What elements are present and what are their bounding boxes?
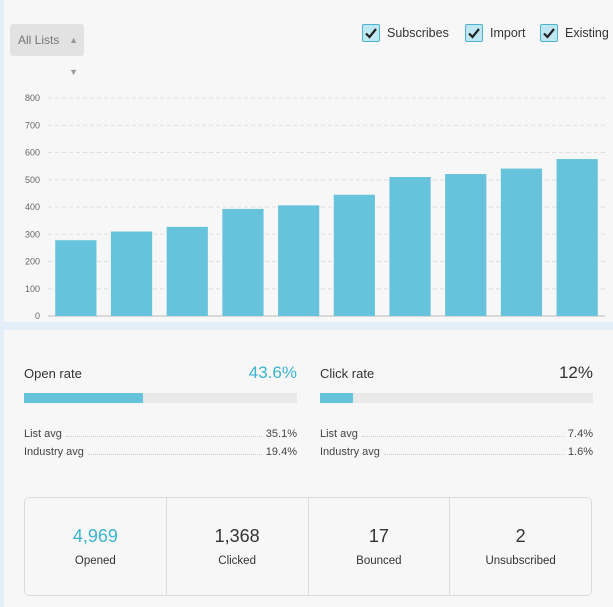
chart-bar[interactable] — [278, 205, 320, 316]
stat-opened: 4,969 Opened — [25, 498, 167, 595]
stat-bounced: 17 Bounced — [309, 498, 451, 595]
y-tick-label: 200 — [25, 257, 40, 267]
click-industry-avg-row: Industry avg 1.6% — [320, 442, 593, 458]
chart-bar[interactable] — [222, 208, 264, 316]
y-tick-label: 0 — [35, 311, 40, 321]
filter-existing[interactable]: Existing — [540, 22, 609, 44]
stat-unsubscribed: 2 Unsubscribed — [450, 498, 591, 595]
list-avg-label: List avg — [320, 428, 358, 440]
stat-value: 1,368 — [214, 526, 260, 546]
click-rate-progress-fill — [320, 393, 353, 403]
chart-bar[interactable] — [166, 226, 208, 316]
industry-avg-value: 1.6% — [567, 446, 593, 458]
checkbox-checked-icon[interactable] — [540, 24, 558, 42]
list-select-value: All Lists — [18, 33, 60, 47]
chart-bar[interactable] — [55, 240, 97, 316]
click-rate-label: Click rate — [320, 366, 375, 381]
open-list-avg-row: List avg 35.1% — [24, 424, 297, 440]
click-rate-value: 12% — [558, 363, 593, 382]
stat-clicked: 1,368 Clicked — [167, 498, 309, 595]
y-tick-label: 500 — [25, 175, 40, 185]
filter-subscribes[interactable]: Subscribes — [362, 22, 449, 44]
industry-avg-label: Industry avg — [24, 446, 84, 458]
stat-value: 2 — [515, 526, 526, 546]
open-rate-value: 43.6% — [248, 363, 297, 382]
chart-bar[interactable] — [389, 177, 431, 316]
chart-bar[interactable] — [333, 194, 375, 316]
industry-avg-label: Industry avg — [320, 446, 380, 458]
y-tick-label: 400 — [25, 202, 40, 212]
click-rate-progress — [320, 393, 593, 403]
filter-label: Import — [490, 26, 526, 40]
chart-bar[interactable] — [500, 168, 543, 316]
chart-bar[interactable] — [110, 231, 153, 316]
filter-label: Subscribes — [387, 26, 449, 40]
list-avg-value: 7.4% — [567, 428, 593, 440]
y-tick-label: 800 — [25, 93, 40, 103]
chart-bar[interactable] — [445, 174, 487, 316]
open-rate-label: Open rate — [24, 366, 82, 381]
subscribers-bar-chart: 0 100 200 300 400 500 600 700 800 — [25, 93, 605, 321]
chart-bar[interactable] — [556, 159, 598, 316]
stat-value: 4,969 — [72, 526, 118, 546]
checkbox-checked-icon[interactable] — [362, 24, 380, 42]
click-list-avg-row: List avg 7.4% — [320, 424, 593, 440]
y-tick-label: 700 — [25, 120, 40, 130]
y-tick-label: 100 — [25, 284, 40, 294]
open-rate-progress — [24, 393, 297, 403]
stat-label: Unsubscribed — [485, 555, 556, 567]
list-avg-value: 35.1% — [265, 428, 297, 440]
stat-label: Bounced — [356, 555, 402, 567]
sort-arrows-icon: ▲ ▼ — [69, 35, 78, 77]
y-tick-label: 300 — [25, 229, 40, 239]
checkbox-checked-icon[interactable] — [465, 24, 483, 42]
y-tick-label: 600 — [25, 148, 40, 158]
stat-value: 17 — [368, 526, 389, 546]
stat-label: Opened — [74, 555, 116, 567]
list-avg-label: List avg — [24, 428, 62, 440]
stat-label: Clicked — [218, 555, 256, 567]
industry-avg-value: 19.4% — [265, 446, 297, 458]
stats-summary: 4,969 Opened 1,368 Clicked 17 Bounced 2 … — [24, 497, 592, 596]
list-select[interactable]: All Lists ▲ ▼ — [10, 24, 84, 77]
filter-import[interactable]: Import — [465, 22, 525, 44]
filter-label: Existing — [565, 26, 609, 40]
open-rate-progress-fill — [24, 393, 144, 403]
open-industry-avg-row: Industry avg 19.4% — [24, 442, 297, 458]
